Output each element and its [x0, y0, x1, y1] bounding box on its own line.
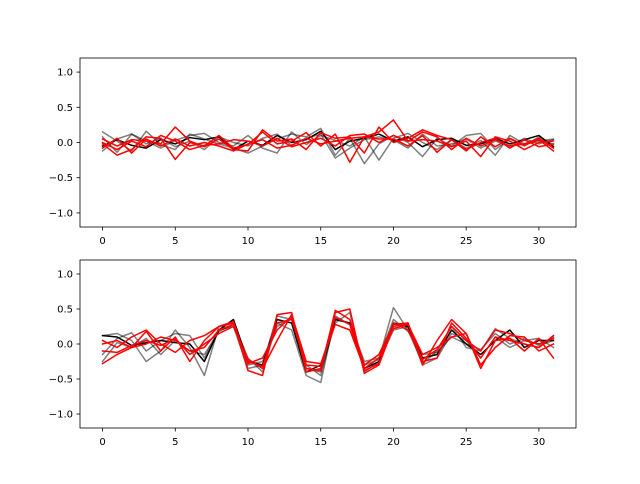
series-group [101, 306, 555, 384]
y-tick-label: 1.0 [57, 68, 73, 79]
y-tick-label: 0.5 [57, 305, 73, 316]
series-line-8 [101, 313, 555, 370]
subplot-1: 0 5 10 15 20 25 30 −1.0 −0.5 0.0 0.5 1.0 [49, 57, 577, 247]
x-tick-label: 25 [460, 437, 473, 448]
x-tick-label: 0 [99, 437, 105, 448]
y-tick-label: −1.0 [49, 410, 73, 421]
x-tick-label: 15 [314, 437, 327, 448]
x-tick-label: 20 [387, 437, 400, 448]
x-tick-label: 0 [99, 236, 105, 247]
x-tick-label: 5 [172, 437, 178, 448]
series-line-3 [101, 133, 555, 159]
y-tick-label: −0.5 [49, 173, 73, 184]
series-line-6 [101, 126, 555, 154]
x-tick-label: 10 [242, 236, 255, 247]
x-tick-label: 30 [533, 236, 546, 247]
y-tick-label: −1.0 [49, 208, 73, 219]
y-tick-label: −0.5 [49, 375, 73, 386]
series-line-8 [101, 133, 555, 158]
y-tick-label: 0.0 [57, 340, 73, 351]
subplot-2: 0 5 10 15 20 25 30 −1.0 −0.5 0.0 0.5 1.0 [49, 259, 577, 448]
y-tick-label: 1.0 [57, 270, 73, 281]
x-tick-label: 5 [172, 236, 178, 247]
y-tick-label: 0.5 [57, 103, 73, 114]
y-tick-label: 0.0 [57, 138, 73, 149]
x-tick-label: 25 [460, 236, 473, 247]
series-line-5 [101, 119, 555, 163]
x-tick-label: 15 [314, 236, 327, 247]
x-tick-label: 10 [242, 437, 255, 448]
x-tick-label: 20 [387, 236, 400, 247]
x-tick-label: 30 [533, 437, 546, 448]
series-group [101, 119, 555, 165]
